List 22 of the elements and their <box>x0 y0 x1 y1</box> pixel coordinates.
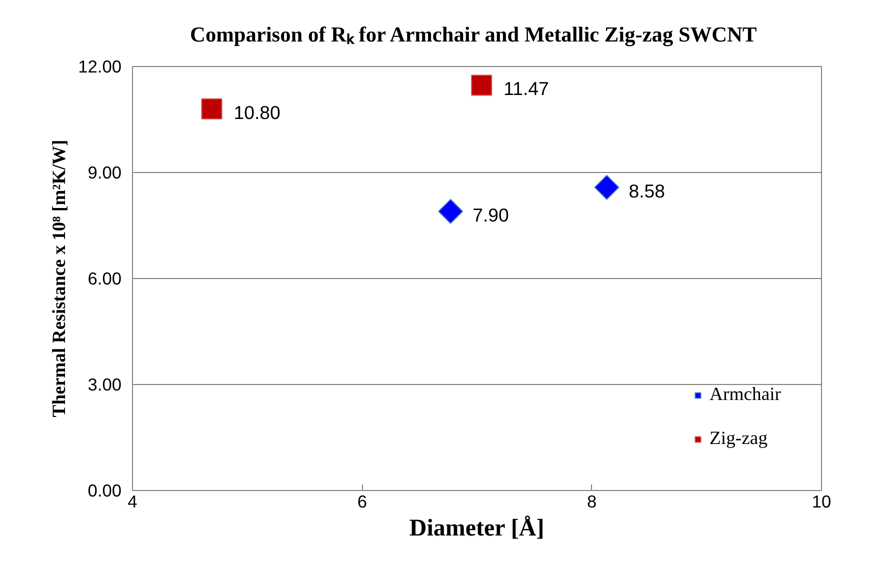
chart-title: Comparison of Rₖ for Armchair and Metallic Zig-zag SWCNT <box>190 22 757 46</box>
data-label: 8.58 <box>628 180 666 202</box>
y-axis-title: Thermal Resistance x 10⁸ [m²K/W] <box>49 140 70 418</box>
y-tick-label: 12.00 <box>78 56 122 76</box>
y-tick-label: 0.00 <box>88 480 122 500</box>
x-tick-label: 4 <box>128 492 138 512</box>
point <box>201 98 222 120</box>
point <box>471 74 492 96</box>
x-axis-title: Diameter [Å] <box>409 516 544 542</box>
x-tick-label: 6 <box>357 492 367 512</box>
y-tick-label: 6.00 <box>88 268 122 288</box>
data-label: 7.90 <box>472 204 509 226</box>
point <box>438 198 464 224</box>
legend-label: Zig-zag <box>710 428 768 450</box>
x-tick-label: 10 <box>812 492 832 512</box>
y-tick-label: 3.00 <box>88 374 122 394</box>
legend-label: Armchair <box>710 384 781 406</box>
point <box>594 174 620 200</box>
data-label: 10.80 <box>234 102 280 123</box>
x-tick-label: 8 <box>587 492 597 512</box>
data-label: 11.47 <box>504 78 549 100</box>
y-tick-label: 9.00 <box>88 162 122 182</box>
